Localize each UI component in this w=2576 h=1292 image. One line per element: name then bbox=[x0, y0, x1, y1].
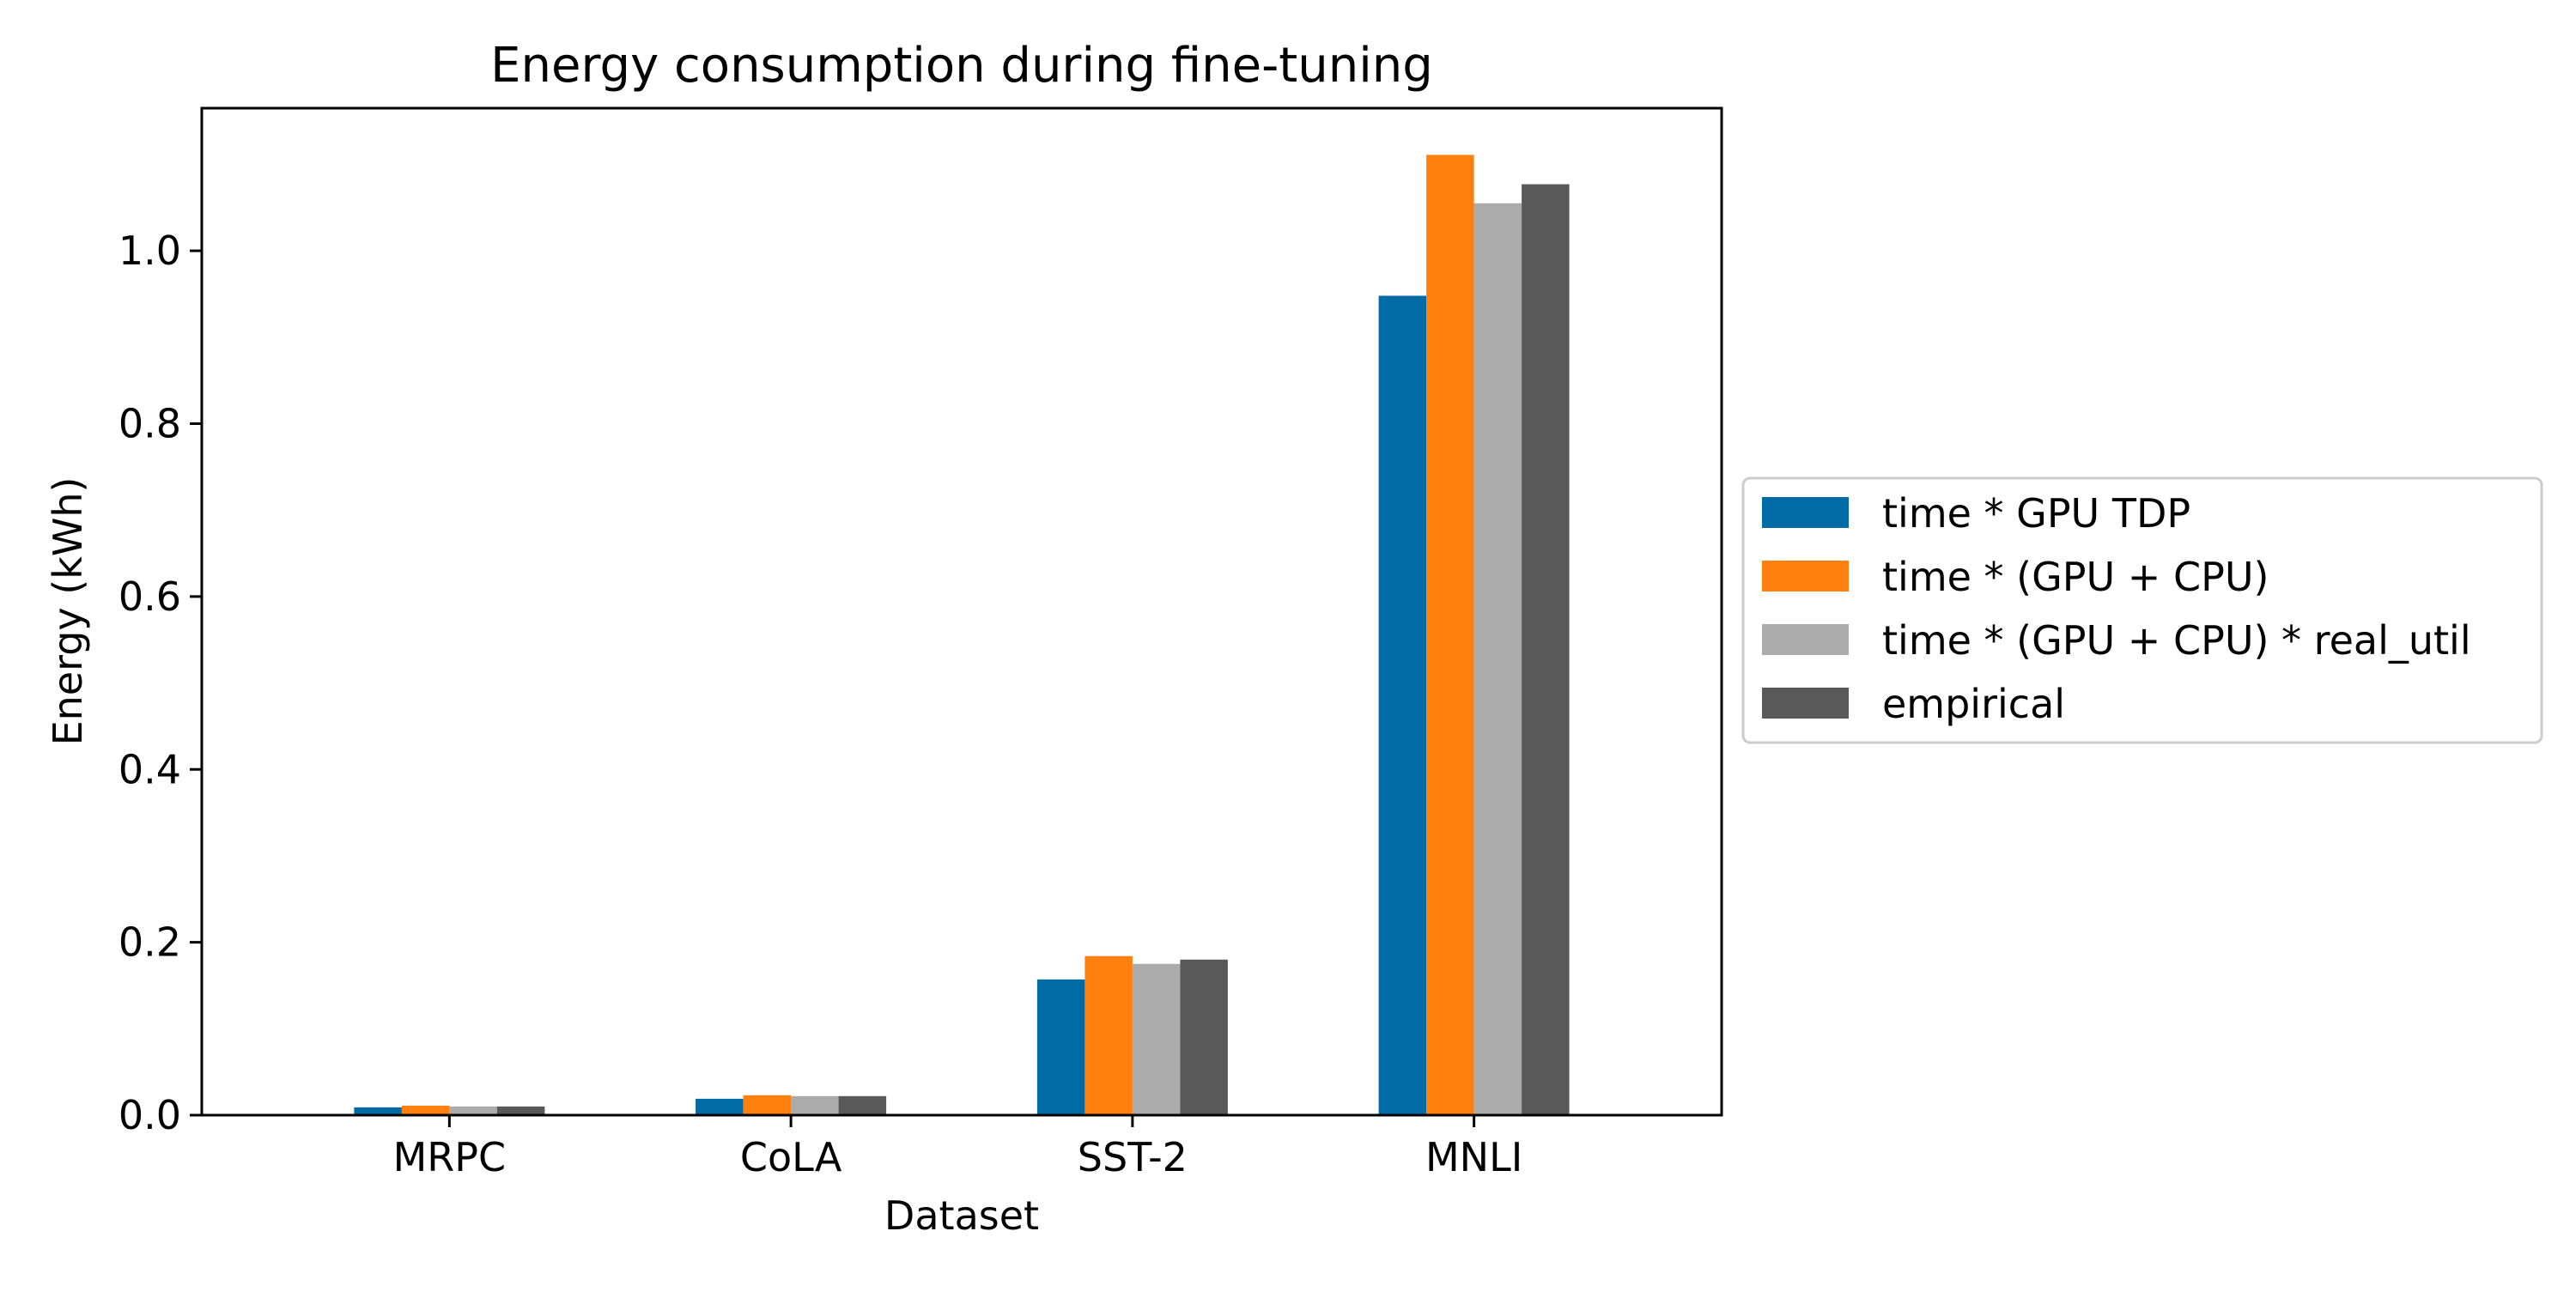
legend-label: empirical bbox=[1882, 681, 2065, 727]
bar-mrpc-series-1 bbox=[354, 1107, 402, 1115]
legend-swatch bbox=[1762, 497, 1849, 528]
legend-swatch bbox=[1762, 624, 1849, 655]
y-tick-label: 0.6 bbox=[118, 573, 181, 620]
bar-mrpc-series-2 bbox=[401, 1105, 450, 1115]
legend-label: time * (GPU + CPU) bbox=[1882, 554, 2269, 600]
bar-mnli-series-3 bbox=[1473, 203, 1522, 1115]
x-tick-label: MNLI bbox=[1425, 1134, 1522, 1180]
bar-mnli-series-4 bbox=[1522, 184, 1570, 1116]
x-tick-label: SST-2 bbox=[1078, 1134, 1188, 1180]
y-tick-label: 0.0 bbox=[118, 1092, 181, 1138]
bar-mrpc-series-4 bbox=[496, 1106, 545, 1115]
legend-label: time * (GPU + CPU) * real_util bbox=[1882, 617, 2471, 664]
legend-label: time * GPU TDP bbox=[1882, 490, 2190, 537]
bar-cola-series-2 bbox=[743, 1095, 792, 1115]
bar-sst-2-series-4 bbox=[1180, 959, 1228, 1115]
y-tick-label: 1.0 bbox=[118, 227, 181, 274]
legend: time * GPU TDP time * (GPU + CPU) time * (… bbox=[1741, 476, 2543, 744]
y-tick-label: 0.2 bbox=[118, 919, 181, 966]
x-tick-label: CoLA bbox=[740, 1134, 842, 1180]
x-tick-label: MRPC bbox=[393, 1134, 507, 1180]
bar-sst-2-series-3 bbox=[1132, 963, 1181, 1115]
x-axis-label: Dataset bbox=[884, 1192, 1039, 1239]
y-axis-label: Energy (kWh) bbox=[45, 477, 91, 746]
bar-mnli-series-2 bbox=[1426, 155, 1474, 1115]
legend-frame bbox=[1741, 476, 2543, 744]
bar-cola-series-3 bbox=[791, 1095, 839, 1115]
legend-swatch bbox=[1762, 688, 1849, 719]
y-tick-label: 0.4 bbox=[118, 746, 181, 792]
bar-sst-2-series-1 bbox=[1036, 979, 1085, 1115]
ticks-layer: MRPC CoLA SST-2 MNLI 0.0 0.2 0.4 0.6 0.8 1.0 bbox=[118, 227, 1522, 1180]
chart-title: Energy consumption during fine-tuning bbox=[490, 38, 1433, 94]
bar-mnli-series-1 bbox=[1378, 295, 1427, 1115]
bars-layer bbox=[354, 155, 1570, 1116]
bar-cola-series-4 bbox=[838, 1095, 887, 1115]
legend-swatch bbox=[1762, 561, 1849, 591]
bar-sst-2-series-2 bbox=[1084, 955, 1133, 1115]
plot-frame bbox=[200, 106, 1723, 1117]
bar-cola-series-1 bbox=[696, 1098, 744, 1115]
bar-mrpc-series-3 bbox=[449, 1106, 497, 1115]
y-tick-label: 0.8 bbox=[118, 401, 181, 447]
